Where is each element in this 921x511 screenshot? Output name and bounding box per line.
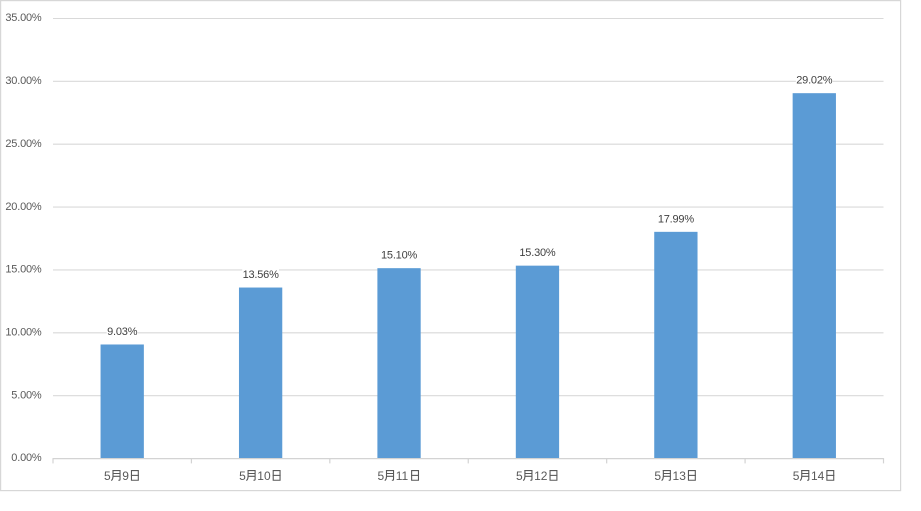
svg-text:0.00%: 0.00% — [11, 452, 42, 464]
svg-text:5: 5 — [378, 469, 385, 483]
svg-text:10: 10 — [257, 469, 271, 483]
svg-text:20.00%: 20.00% — [5, 201, 42, 213]
svg-text:17.99%: 17.99% — [658, 213, 695, 225]
svg-text:9.03%: 9.03% — [107, 326, 138, 338]
svg-text:15.00%: 15.00% — [5, 264, 42, 276]
svg-text:5: 5 — [239, 469, 246, 483]
svg-text:5: 5 — [654, 469, 661, 483]
svg-text:11: 11 — [396, 469, 409, 483]
svg-text:30.00%: 30.00% — [5, 75, 42, 87]
svg-text:10.00%: 10.00% — [5, 326, 42, 338]
svg-text:13: 13 — [673, 469, 687, 483]
svg-text:5: 5 — [516, 469, 523, 483]
svg-text:25.00%: 25.00% — [5, 138, 42, 150]
svg-text:5: 5 — [104, 469, 111, 483]
svg-text:35.00%: 35.00% — [5, 12, 42, 24]
svg-text:15.10%: 15.10% — [381, 250, 418, 262]
svg-text:29.02%: 29.02% — [796, 75, 833, 87]
svg-text:15.30%: 15.30% — [519, 247, 556, 259]
svg-text:14: 14 — [811, 469, 825, 483]
svg-text:5.00%: 5.00% — [11, 389, 42, 401]
svg-text:13.56%: 13.56% — [243, 269, 280, 281]
svg-text:12: 12 — [534, 469, 548, 483]
svg-text:9: 9 — [122, 469, 129, 483]
svg-text:5: 5 — [793, 469, 800, 483]
